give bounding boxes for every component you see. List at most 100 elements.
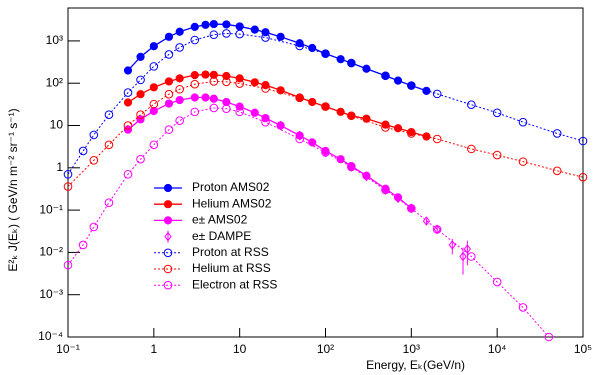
y-tick-label: 10⁻¹	[39, 202, 63, 216]
data-point	[149, 106, 158, 116]
legend-marker	[164, 231, 172, 242]
y-tick-label: 10⁻²	[39, 245, 63, 259]
data-point	[467, 252, 476, 261]
data-point	[190, 71, 199, 80]
data-point	[250, 78, 259, 87]
data-point	[261, 117, 270, 127]
data-point	[578, 136, 588, 146]
legend-label: e± DAMPE	[192, 229, 251, 243]
y-tick-label: 10	[50, 118, 64, 132]
series-line	[67, 107, 550, 338]
data-point	[492, 277, 502, 287]
y-tick-label: 10⁻³	[39, 287, 63, 301]
data-point	[201, 93, 210, 102]
data-point	[123, 121, 133, 130]
data-point	[295, 134, 304, 144]
data-point	[552, 166, 562, 176]
data-point	[164, 125, 174, 134]
data-point	[63, 170, 73, 179]
data-point	[136, 154, 145, 164]
data-point	[123, 66, 133, 75]
data-point	[209, 103, 219, 113]
legend-marker	[163, 216, 173, 225]
data-point	[149, 62, 159, 71]
data-point	[336, 155, 345, 164]
data-point	[308, 138, 317, 147]
x-tick-label: 10⁴	[488, 342, 507, 356]
data-point	[432, 225, 442, 234]
data-point	[276, 32, 285, 41]
data-point	[261, 84, 270, 93]
x-tick-label: 1	[150, 342, 157, 356]
data-point	[63, 260, 73, 270]
y-tick-label: 10²	[46, 75, 63, 89]
data-point	[552, 129, 562, 138]
legend-label: e± AMS02	[192, 213, 248, 227]
legend-label: Proton at RSS	[192, 245, 269, 259]
legend-marker	[163, 280, 173, 290]
data-point	[136, 52, 145, 61]
y-axis-title: E²ₖ J(Eₖ) ( GeV/n m⁻² sr⁻¹ s⁻¹)	[6, 108, 20, 271]
data-point	[175, 95, 184, 105]
data-point	[467, 144, 476, 154]
data-point	[362, 171, 371, 182]
data-point	[222, 104, 231, 113]
data-point	[422, 216, 431, 226]
legend-label: Helium AMS02	[192, 196, 272, 210]
data-point	[78, 240, 88, 250]
data-point	[164, 32, 174, 41]
legend-marker	[163, 183, 173, 193]
data-point	[432, 134, 442, 144]
x-tick-label: 10⁻¹	[56, 342, 80, 356]
y-tick-label: 1	[56, 160, 63, 174]
data-point	[381, 185, 390, 195]
data-point	[201, 70, 210, 79]
data-point	[209, 77, 219, 86]
data-point	[201, 20, 210, 29]
data-point	[175, 84, 184, 94]
data-point	[149, 83, 158, 92]
data-point	[336, 107, 345, 116]
data-point	[190, 79, 200, 89]
x-tick-label: 10⁵	[574, 342, 592, 356]
data-point	[164, 50, 174, 59]
data-point	[518, 303, 528, 312]
data-point	[89, 130, 99, 140]
x-axis-title: Energy, Eₖ(GeV/n)	[366, 358, 465, 372]
data-point	[407, 81, 416, 90]
data-point	[104, 110, 114, 120]
data-point	[175, 74, 184, 83]
data-point	[276, 86, 285, 95]
data-point	[123, 88, 133, 97]
data-point	[321, 102, 330, 111]
data-point	[149, 42, 158, 51]
data-point	[190, 22, 199, 31]
data-point	[432, 89, 442, 99]
data-point	[347, 111, 356, 121]
data-point	[235, 22, 244, 31]
data-point	[190, 93, 199, 102]
legend-marker	[163, 200, 173, 209]
data-point	[209, 30, 219, 40]
data-point	[518, 117, 528, 127]
data-point	[175, 27, 184, 36]
data-point	[235, 29, 244, 39]
data-point	[89, 156, 99, 165]
data-point	[149, 140, 159, 150]
y-tick-label: 10⁻⁴	[38, 329, 63, 343]
data-point	[209, 19, 218, 29]
data-point	[164, 89, 174, 99]
data-point	[459, 251, 467, 262]
data-point	[393, 76, 403, 85]
data-point	[136, 115, 145, 124]
data-point	[407, 129, 416, 138]
x-tick-label: 10²	[317, 342, 334, 356]
data-point	[261, 33, 270, 42]
data-point	[347, 162, 356, 172]
data-point	[362, 114, 371, 123]
series-line	[127, 96, 412, 209]
data-point	[407, 204, 416, 213]
data-point	[381, 71, 390, 81]
data-point	[222, 71, 231, 81]
